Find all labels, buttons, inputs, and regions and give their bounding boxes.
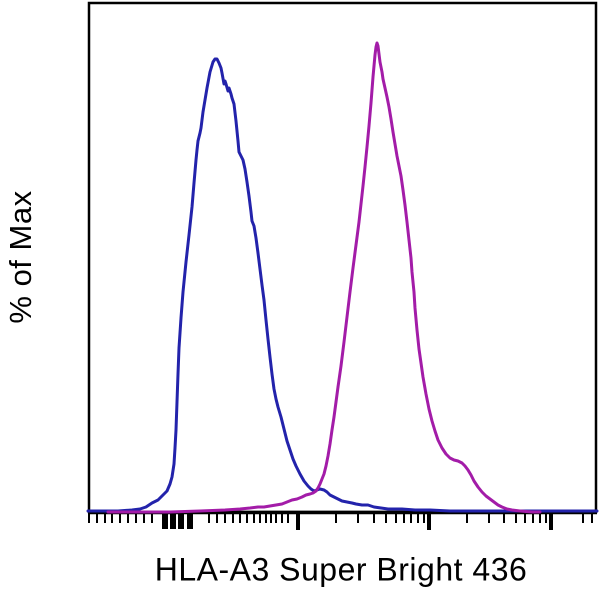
magenta-histogram-curve bbox=[106, 41, 542, 514]
plot-frame bbox=[87, 1, 598, 514]
x-axis-label: HLA-A3 Super Bright 436 bbox=[154, 551, 528, 588]
blue-histogram-curve bbox=[86, 57, 599, 513]
